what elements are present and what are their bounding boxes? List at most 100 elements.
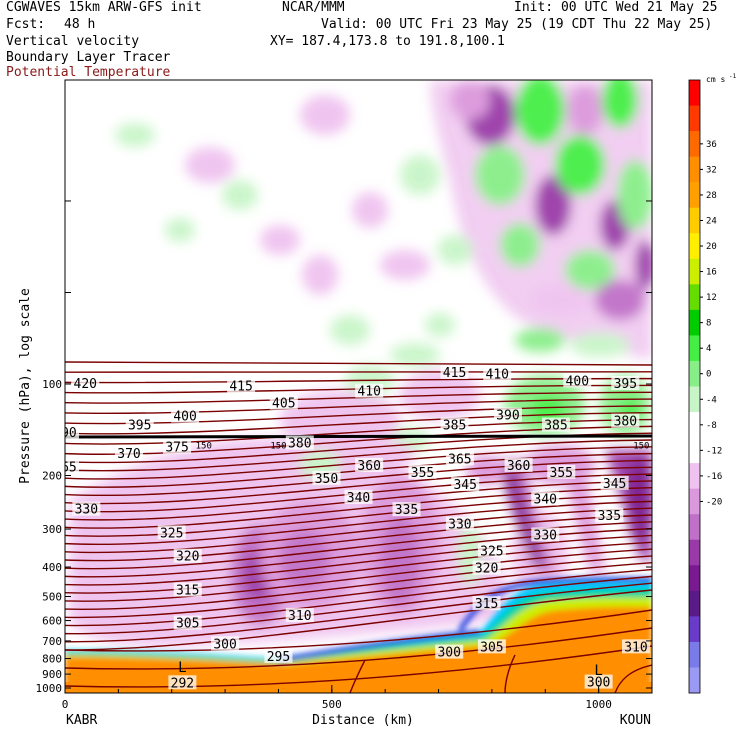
theta-label-background xyxy=(493,407,522,422)
colorbar-swatch xyxy=(689,309,700,336)
y-tick-label: 900 xyxy=(42,668,62,681)
potential-temperature-contour xyxy=(65,645,652,688)
vertical-velocity-region xyxy=(602,80,638,128)
theta-contour-label: 395 xyxy=(128,419,151,434)
vertical-velocity-region xyxy=(635,240,652,290)
colorbar-swatch xyxy=(689,488,700,515)
theta-label-background xyxy=(435,644,464,659)
theta-contour-label: 360 xyxy=(357,459,380,474)
colorbar-swatch xyxy=(689,641,700,668)
theta-contour-label: 400 xyxy=(173,410,196,425)
y-axis-label: Pressure (hPa), log scale xyxy=(18,288,33,484)
colorbar-label: 32 xyxy=(706,165,717,175)
y-tick-label: 500 xyxy=(42,590,62,603)
x-tick-label: 500 xyxy=(322,698,342,711)
potential-temperature-contour xyxy=(65,412,652,435)
theta-contour-label: 335 xyxy=(598,509,621,524)
theta-label-background xyxy=(504,457,533,472)
theta-label-background xyxy=(65,425,79,440)
theta-label-background xyxy=(171,408,200,423)
theta-label-background xyxy=(440,417,469,432)
tropopause-label: 150 xyxy=(270,441,286,451)
theta-label-background xyxy=(157,525,186,540)
vertical-velocity-region xyxy=(260,225,300,255)
theta-label-background xyxy=(472,596,501,611)
theta-label-background xyxy=(563,373,592,388)
vertical-velocity-region xyxy=(595,280,645,320)
colorbar-label: 8 xyxy=(706,319,711,329)
theta-contour-label: 330 xyxy=(448,518,471,533)
low-marker: L xyxy=(178,660,186,676)
right-station-label: KOUN xyxy=(620,713,651,728)
potential-temperature-contour xyxy=(65,562,652,619)
theta-label-background xyxy=(285,435,314,450)
theta-label-background xyxy=(72,501,101,516)
colorbar-swatch xyxy=(689,667,700,694)
y-tick-label: 800 xyxy=(42,653,62,666)
colorbar-swatch xyxy=(689,233,700,260)
y-tick-label: 700 xyxy=(42,635,62,648)
theta-label-background xyxy=(392,502,421,517)
potential-temperature-contour xyxy=(65,534,652,586)
colorbar-swatch xyxy=(689,590,700,617)
theta-label-background xyxy=(541,417,570,432)
vertical-velocity-region xyxy=(555,135,605,195)
theta-contour-label: 320 xyxy=(475,562,498,577)
theta-contour-label: 415 xyxy=(443,366,466,381)
theta-label-background xyxy=(264,648,293,663)
theta-contour-label: 385 xyxy=(544,419,567,434)
theta-label-background xyxy=(344,489,373,504)
theta-label-background xyxy=(472,560,501,575)
colorbar-label: 20 xyxy=(706,242,717,252)
forecast-hours: 48 h xyxy=(64,17,96,32)
colorbar-label: -20 xyxy=(706,497,722,507)
colorbar-label: 24 xyxy=(706,216,717,226)
theta-contour-label: 380 xyxy=(288,437,311,452)
potential-temperature-contour xyxy=(65,568,652,627)
theta-contour-label: 380 xyxy=(614,415,637,430)
theta-contour-label: 325 xyxy=(160,526,183,541)
vertical-velocity-region xyxy=(565,470,605,575)
colorbar-label: -4 xyxy=(706,395,717,405)
y-tick-label: 100 xyxy=(42,378,62,391)
colorbar-label: 0 xyxy=(706,370,711,380)
theta-contour-label: 400 xyxy=(566,374,589,389)
cross-section-coordinates: XY= 187.4,173.8 to 191.8,100.1 xyxy=(270,34,505,49)
theta-contour-label: 390 xyxy=(496,409,519,424)
theta-label-background xyxy=(173,548,202,563)
colorbar-swatch xyxy=(689,156,700,183)
colorbar-swatch xyxy=(689,105,700,132)
potential-temperature-contour xyxy=(65,541,652,594)
y-tick-label: 600 xyxy=(42,615,62,628)
plot-frame xyxy=(64,79,653,694)
theta-contour-label: 325 xyxy=(480,544,503,559)
potential-temperature-contour xyxy=(65,609,652,652)
vertical-velocity-region xyxy=(515,328,565,352)
theta-contour-label: 415 xyxy=(229,380,252,395)
theta-contour-label: 410 xyxy=(486,367,509,382)
surface-band xyxy=(65,682,652,693)
theta-contour-label: 300 xyxy=(213,637,236,652)
y-tick-label: 200 xyxy=(42,470,62,483)
vertical-velocity-region xyxy=(425,313,455,337)
theta-label-background xyxy=(531,491,560,506)
potential-temperature-contour xyxy=(65,555,652,610)
model-title: CGWAVES 15km ARW-GFS init xyxy=(6,0,202,15)
theta-label-background xyxy=(477,543,506,558)
theta-label-background xyxy=(173,582,202,597)
vertical-velocity-region xyxy=(352,192,388,228)
field-boundary-layer-tracer: Boundary Layer Tracer xyxy=(6,50,171,65)
colorbar-label: -16 xyxy=(706,472,722,482)
y-tick-label: 1000 xyxy=(36,682,63,695)
theta-label-background xyxy=(600,475,629,490)
theta-label-background xyxy=(477,639,506,654)
colorbar-frame xyxy=(688,79,701,694)
tracer-core-orange xyxy=(65,606,652,693)
colorbar-swatch xyxy=(689,539,700,566)
y-tick-label: 400 xyxy=(42,561,62,574)
theta-contour-label: 355 xyxy=(550,466,573,481)
tropopause-label: 150 xyxy=(196,441,212,451)
theta-label-background xyxy=(115,446,144,461)
vertical-velocity-region xyxy=(302,255,338,295)
